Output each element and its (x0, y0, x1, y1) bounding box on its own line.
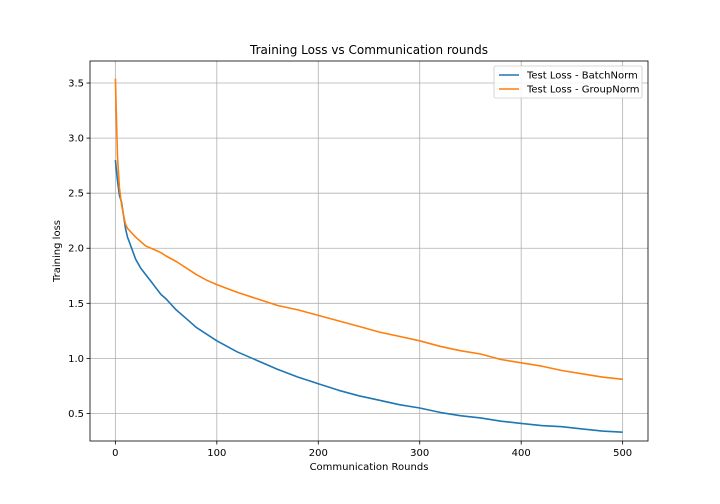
legend-label: Test Loss - BatchNorm (526, 71, 638, 82)
y-tick-label: 2.5 (68, 189, 84, 200)
y-tick-label: 1.0 (68, 354, 84, 365)
x-tick-label: 100 (207, 448, 226, 459)
x-tick-label: 400 (512, 448, 531, 459)
legend: Test Loss - BatchNorm Test Loss - GroupNo… (493, 65, 643, 99)
grid (90, 61, 648, 441)
x-tick-label: 0 (112, 448, 118, 459)
y-axis-label: Training loss (52, 220, 63, 283)
y-tick-label: 2.0 (68, 244, 84, 255)
x-tick-label: 500 (613, 448, 632, 459)
x-axis-label: Communication Rounds (310, 462, 429, 473)
y-tick-label: 3.0 (68, 134, 84, 145)
axis-ticks: 0 100 200 300 400 500 0.5 1.0 1.5 2.0 2.5 3.0 3.5 (68, 79, 632, 459)
x-tick-label: 200 (309, 448, 328, 459)
legend-label: Test Loss - GroupNorm (526, 85, 640, 96)
series-line-groupnorm (114, 78, 623, 381)
series-lines (114, 78, 623, 433)
plot-area-frame (89, 60, 649, 442)
y-tick-label: 3.5 (68, 79, 84, 90)
y-tick-label: 1.5 (68, 299, 84, 310)
series-line-batchnorm (114, 160, 623, 433)
chart-title: Training Loss vs Communication rounds (249, 43, 488, 57)
y-tick-label: 0.5 (68, 409, 84, 420)
legend-box (493, 65, 643, 99)
x-tick-label: 300 (410, 448, 429, 459)
